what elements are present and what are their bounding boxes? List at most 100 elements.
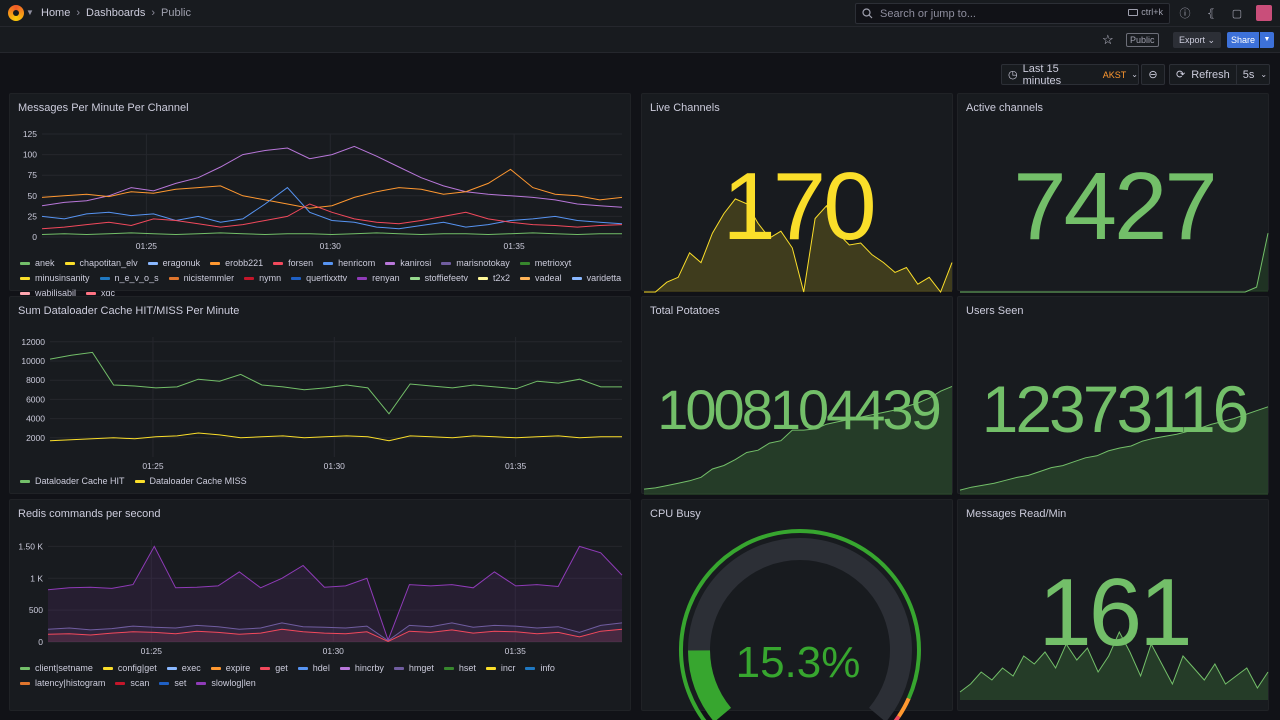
refresh-interval[interactable]: 5s [1242, 68, 1255, 81]
legend-item[interactable]: chapotitan_elv [64, 258, 138, 268]
y-tick-label: 500 [29, 605, 43, 615]
legend-item[interactable]: get [260, 663, 288, 673]
timezone-badge: AKST [1102, 69, 1127, 80]
share-button[interactable]: Share [1227, 32, 1259, 48]
zoom-out-button[interactable]: ⊖ [1141, 64, 1165, 85]
legend-item[interactable]: anek [20, 258, 55, 268]
legend-item[interactable]: client|setname [20, 663, 93, 673]
legend-label: slowlog|len [211, 678, 256, 688]
legend-item[interactable]: forsen [273, 258, 313, 268]
sparkline-line [960, 233, 1269, 293]
legend-item[interactable]: scan [115, 678, 149, 688]
panel-title[interactable]: Live Channels [650, 102, 720, 114]
x-tick-label: 01:35 [503, 241, 525, 251]
total-potatoes-value: 1008104439 [657, 378, 941, 441]
panel-title[interactable]: Messages Per Minute Per Channel [18, 102, 189, 114]
active-channels-sparkline [960, 233, 1269, 293]
gauge-threshold-orange [897, 697, 911, 718]
legend-item[interactable]: varidetta [571, 273, 621, 283]
dock-icon[interactable]: ▢ [1231, 7, 1243, 20]
legend-item[interactable]: set [159, 678, 186, 688]
legend-item[interactable]: slowlog|len [196, 678, 256, 688]
legend-item[interactable]: kanirosi [385, 258, 431, 268]
help-icon[interactable]: ⓘ [1179, 8, 1191, 20]
legend-item[interactable]: nicistemmler [168, 273, 234, 283]
y-tick-label: 0 [38, 637, 43, 647]
legend-swatch [273, 261, 284, 265]
legend-swatch [86, 291, 97, 295]
messages-read-sparkline [959, 630, 1269, 700]
time-range-picker[interactable]: ◷ Last 15 minutes AKST ⌄ [1001, 63, 1139, 87]
breadcrumb-dashboards[interactable]: Dashboards [86, 7, 146, 19]
legend-item[interactable]: n_e_v_o_s [99, 273, 159, 283]
star-icon[interactable]: ☆ [1102, 32, 1114, 47]
legend-item[interactable]: vadeal [520, 273, 562, 283]
legend-swatch [260, 666, 271, 670]
legend-item[interactable]: erobb221 [210, 258, 263, 268]
y-tick-label: 50 [28, 191, 38, 201]
legend-item[interactable]: hdel [297, 663, 330, 673]
legend-item[interactable]: renyan [357, 273, 400, 283]
public-badge: Public [1126, 33, 1159, 47]
users-seen-sparkline [959, 406, 1269, 495]
legend-item[interactable]: Dataloader Cache MISS [134, 476, 247, 486]
legend-item[interactable]: config|get [102, 663, 157, 673]
legend-item[interactable]: metrioxyt [519, 258, 571, 268]
legend-swatch [159, 681, 170, 685]
legend-swatch [291, 276, 302, 280]
legend-label: kanirosi [400, 258, 432, 268]
panel-title[interactable]: Active channels [966, 102, 1044, 114]
legend-item[interactable]: latency|histogram [20, 678, 105, 688]
legend-item[interactable]: quertixxttv [291, 273, 347, 283]
legend-item[interactable]: eragonuk [147, 258, 200, 268]
legend-item[interactable]: t2x2 [478, 273, 510, 283]
legend-label: chapotitan_elv [79, 258, 138, 268]
legend-label: vadeal [535, 273, 562, 283]
legend-item[interactable]: nymn [244, 273, 281, 283]
breadcrumb-home[interactable]: Home [41, 7, 71, 19]
legend-swatch [168, 276, 179, 280]
legend-item[interactable]: stoffiefeetv [409, 273, 468, 283]
panel-title[interactable]: Sum Dataloader Cache HIT/MISS Per Minute [18, 305, 240, 317]
series-line [47, 622, 623, 642]
legend-swatch [20, 261, 30, 265]
legend-swatch [443, 666, 454, 670]
panel-title[interactable]: Total Potatoes [650, 305, 720, 317]
export-button[interactable]: Export ⌄ [1173, 32, 1222, 48]
y-tick-label: 100 [23, 150, 37, 160]
sparkline-line [959, 406, 1269, 491]
rss-icon[interactable]: ⦃ [1206, 7, 1216, 20]
search-input[interactable]: Search or jump to... ctrl+k [855, 3, 1170, 24]
legend-label: hset [458, 663, 476, 673]
legend-item[interactable]: wabilisabil [20, 288, 76, 298]
live-channels-sparkline [644, 198, 953, 294]
legend-item[interactable]: marisnotokay [441, 258, 510, 268]
breadcrumb-current: Public [161, 7, 191, 19]
legend-item[interactable]: exec [166, 663, 201, 673]
panel-title[interactable]: Messages Read/Min [966, 508, 1067, 520]
legend-item[interactable]: minusinsanity [20, 273, 90, 283]
top-navigation-bar: ▼ Home › Dashboards › Public Search or j… [0, 0, 1280, 27]
legend-item[interactable]: hincrby [339, 663, 384, 673]
legend-item[interactable]: xqc [86, 288, 115, 298]
legend-item[interactable]: info [525, 663, 555, 673]
live-channels-value: 170 [722, 153, 876, 260]
legend-item[interactable]: Dataloader Cache HIT [20, 476, 125, 486]
share-menu-toggle[interactable]: ▼ [1260, 32, 1274, 48]
refresh-button[interactable]: ⟳ Refresh 5s ⌄ [1169, 64, 1270, 85]
cpu-busy-gauge [678, 529, 921, 720]
legend-swatch [571, 276, 582, 280]
panel-title[interactable]: Redis commands per second [18, 508, 161, 520]
legend-item[interactable]: hset [443, 663, 476, 673]
legend-item[interactable]: expire [210, 663, 250, 673]
panel-title[interactable]: CPU Busy [650, 508, 701, 520]
chevron-down-icon[interactable]: ▼ [26, 8, 34, 17]
panel-title[interactable]: Users Seen [966, 305, 1024, 317]
grafana-logo-icon[interactable] [8, 5, 24, 21]
messages-legend: anek chapotitan_elv eragonuk erobb221 forsen… [20, 258, 630, 298]
avatar[interactable] [1256, 5, 1272, 21]
top-actions: ⓘ ⦃ ▢ [1177, 5, 1245, 21]
legend-item[interactable]: henricom [323, 258, 375, 268]
legend-item[interactable]: hmget [393, 663, 434, 673]
legend-item[interactable]: incr [485, 663, 515, 673]
